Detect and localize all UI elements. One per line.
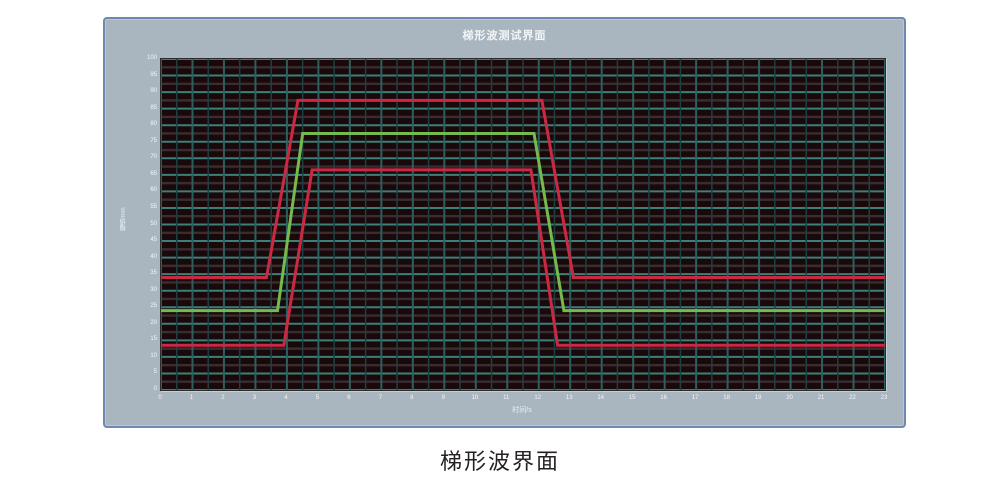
y-tick-label: 5 — [153, 369, 157, 376]
plot-area — [160, 58, 886, 391]
x-tick-label: 13 — [565, 395, 573, 401]
x-tick-label: 2 — [221, 395, 225, 401]
x-tick-label: 19 — [754, 395, 762, 401]
waveform-window-panel: 梯形波测试界面 100 95 90 85 80 75 70 65 60 55 50 45 40 35 30 2… — [103, 17, 906, 428]
x-tick-label: 14 — [597, 395, 605, 401]
x-tick-label: 5 — [315, 395, 320, 401]
series-red-upper-limit — [161, 98, 885, 279]
x-tick-label: 9 — [441, 395, 445, 401]
x-tick-label: 10 — [471, 395, 479, 401]
y-tick-label: 60 — [150, 187, 157, 194]
y-tick-label: 0 — [153, 386, 157, 392]
x-tick-label: 18 — [723, 395, 730, 401]
x-tick-label: 15 — [628, 395, 636, 401]
y-tick-label: 40 — [150, 253, 157, 260]
x-tick-label: 11 — [503, 395, 510, 401]
x-tick-label: 22 — [849, 395, 856, 401]
y-tick-label: 30 — [150, 286, 157, 293]
y-tick-label: 85 — [150, 104, 157, 111]
x-tick-label: 1 — [189, 395, 194, 401]
x-tick-label: 3 — [252, 395, 257, 401]
y-tick-label: 35 — [150, 270, 157, 277]
y-tick-label: 25 — [150, 303, 157, 310]
y-tick-label: 45 — [150, 237, 157, 244]
chart-title: 梯形波测试界面 — [462, 30, 547, 42]
y-tick-label: 75 — [150, 137, 157, 144]
x-tick-label: 8 — [410, 395, 414, 401]
series-red-lower-limit — [161, 168, 885, 347]
y-axis-label: 幅值/mm — [121, 207, 127, 231]
y-tick-label: 100 — [146, 55, 157, 61]
y-tick-label: 70 — [150, 154, 157, 161]
figure-caption: 梯形波界面 — [439, 449, 560, 474]
y-tick-label: 90 — [150, 88, 157, 95]
y-tick-label: 10 — [150, 352, 157, 359]
x-tick-label: 21 — [817, 395, 825, 401]
x-tick-label: 23 — [880, 395, 888, 401]
x-tick-label: 4 — [284, 395, 288, 401]
x-tick-label: 12 — [534, 395, 542, 401]
x-tick-label: 17 — [691, 395, 699, 401]
x-tick-label: 0 — [158, 395, 162, 401]
series-green-nominal-wave — [161, 132, 885, 313]
x-axis-label: 时间/s — [512, 407, 532, 414]
y-tick-label: 55 — [150, 203, 157, 210]
y-tick-label: 15 — [150, 336, 157, 343]
y-tick-label: 65 — [150, 170, 157, 177]
y-tick-label: 20 — [150, 319, 157, 326]
y-tick-label: 95 — [150, 71, 157, 78]
y-tick-label: 50 — [150, 220, 157, 227]
x-tick-label: 6 — [347, 395, 351, 401]
trapezoid-wave-chart — [161, 59, 885, 390]
y-tick-label: 80 — [150, 121, 157, 128]
x-tick-label: 7 — [378, 395, 383, 401]
x-tick-label: 20 — [786, 395, 793, 401]
x-tick-label: 16 — [660, 395, 667, 401]
